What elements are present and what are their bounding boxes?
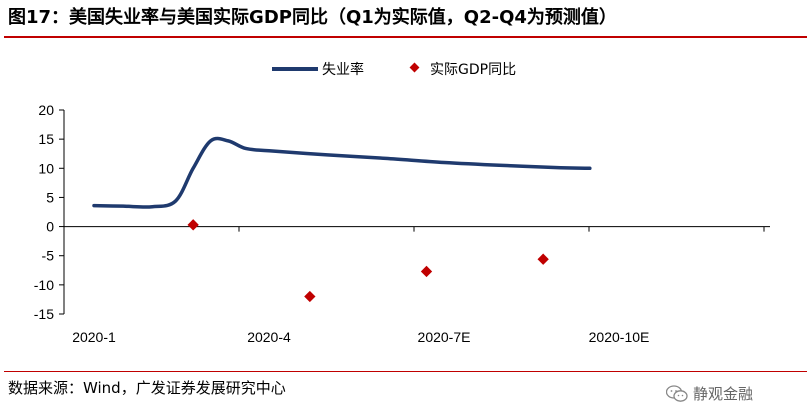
x-tick-label: 2020-7E [418,329,471,345]
unemployment-series [92,136,592,209]
title-rule [4,36,807,38]
y-tick-label: 10 [38,160,54,176]
gdp-point [187,219,199,231]
y-tick-label: -15 [34,306,54,322]
y-tick-label: -5 [42,248,55,264]
wechat-icon [666,384,688,402]
source-note: 数据来源：Wind，广发证券发展研究中心 [8,379,286,397]
legend: 失业率 实际GDP同比 [272,61,516,78]
y-tick-label: -10 [34,277,54,293]
x-tick-label: 2020-1 [72,329,116,345]
gdp-point [537,253,549,265]
watermark-text: 静观金融 [693,385,754,403]
axes: -15 -10 -5 0 5 10 15 20 2020-1 2020-4 2020-7E 2020-… [34,102,770,345]
legend-label-gdp: 实际GDP同比 [430,62,516,78]
footer-rule [4,371,807,372]
legend-diamond-marker [409,62,420,73]
gdp-series [187,219,549,303]
gdp-point [304,290,316,303]
x-tick-label: 2020-4 [247,329,291,345]
chart: 失业率 实际GDP同比 -15 -10 -5 0 5 10 15 20 2020-1 2020-4… [34,61,770,345]
y-tick-label: 15 [38,131,54,147]
unemployment-line [92,136,592,209]
legend-label-unemployment: 失业率 [322,61,364,78]
y-tick-label: 0 [46,219,54,235]
gdp-point [420,265,433,278]
y-tick-label: 20 [38,102,54,118]
watermark: 静观金融 [666,383,753,404]
x-tick-label: 2020-10E [589,329,650,345]
y-tick-label: 5 [46,189,54,205]
chart-title: 图17：美国失业率与美国实际GDP同比（Q1为实际值，Q2-Q4为预测值） [8,7,617,28]
